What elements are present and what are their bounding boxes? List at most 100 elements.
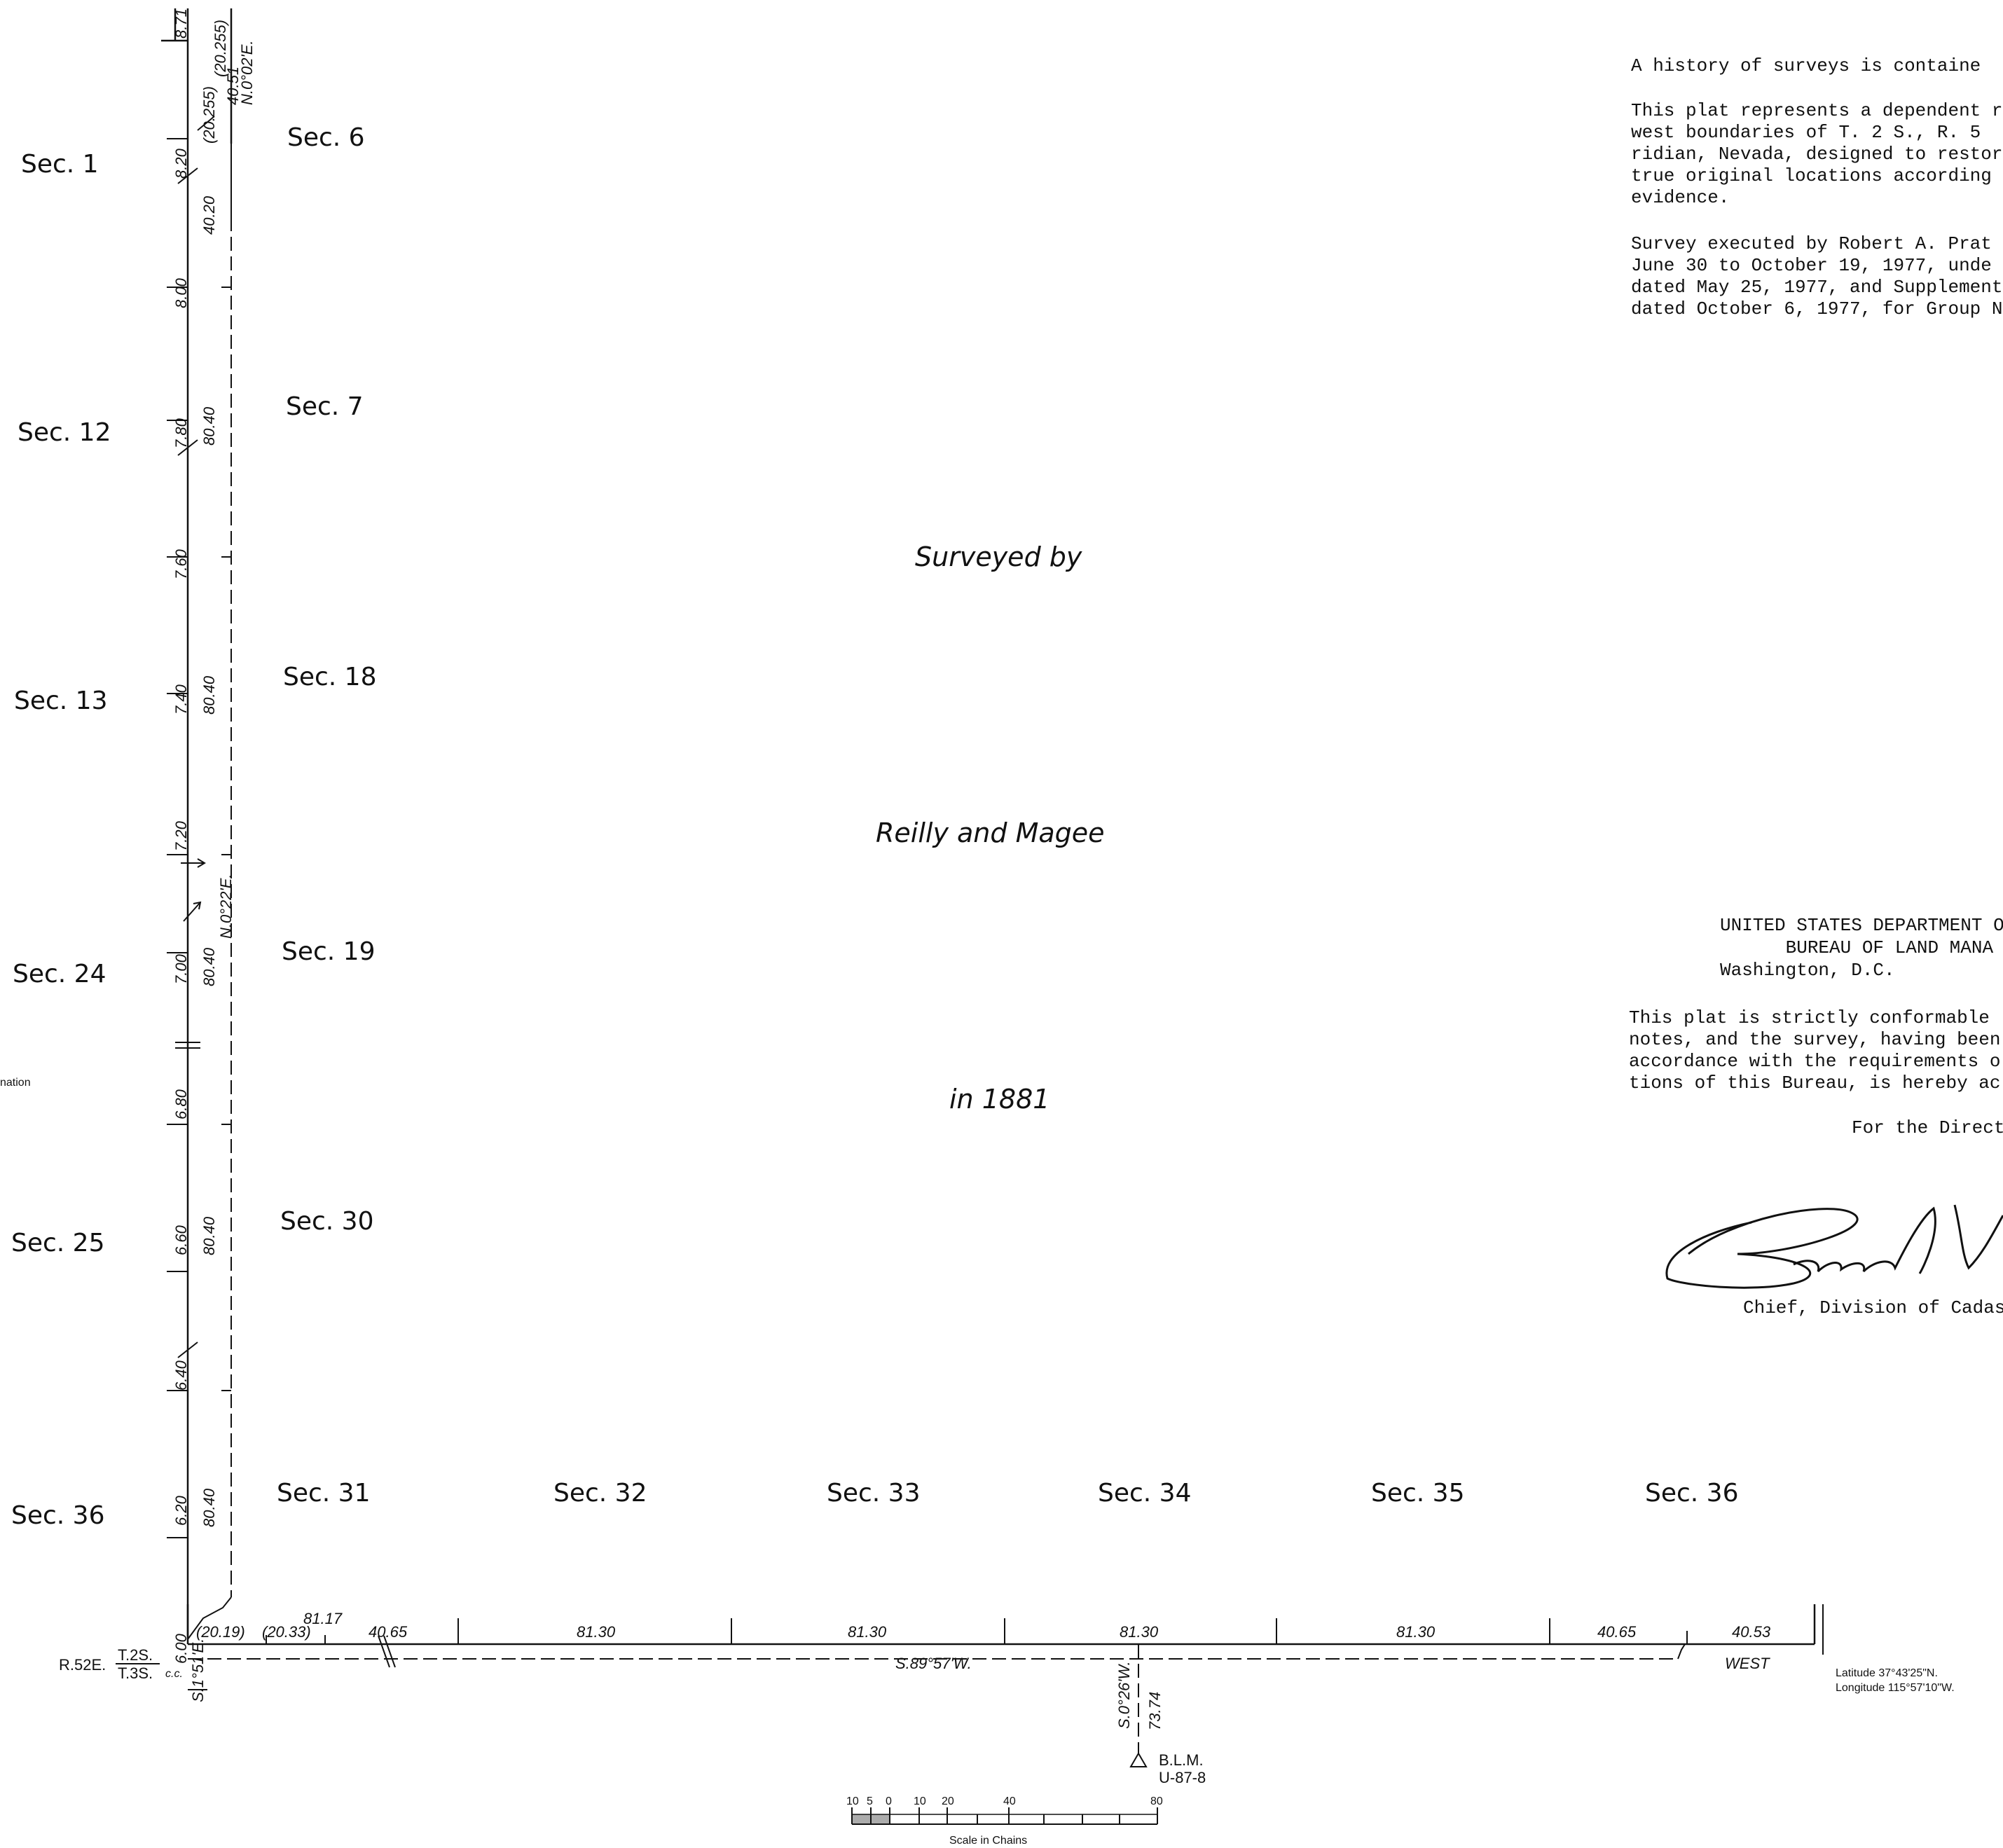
west-boundary-offsets: 8.71 8.20 8.00 7.80 7.60 7.40 7.20 7.00 … — [172, 8, 190, 1664]
resurvey-line: west boundaries of T. 2 S., R. 5 — [1631, 122, 1981, 143]
section-label: Sec. 1 — [21, 150, 99, 179]
survey-year: in 1881 — [949, 1084, 1049, 1115]
executed-line: Survey executed by Robert A. Prat — [1631, 233, 1992, 254]
west-boundary-lengths: 40.20 80.40 80.40 80.40 80.40 80.40 — [200, 195, 218, 1527]
section-label: Sec. 6 — [287, 123, 365, 152]
department-line: UNITED STATES DEPARTMENT O — [1720, 915, 2003, 936]
south-value: 81.17 — [303, 1610, 343, 1627]
southwest-jog — [187, 1597, 232, 1640]
boundary-ticks — [167, 138, 1824, 1655]
resurvey-line: evidence. — [1631, 187, 1730, 208]
department-line: BUREAU OF LAND MANA — [1720, 937, 1994, 958]
section-label: Sec. 7 — [286, 392, 364, 421]
monument-label: B.L.M. U-87-8 — [1159, 1751, 1206, 1786]
offset-label: 7.80 — [172, 418, 190, 448]
south-value: 40.65 — [369, 1623, 408, 1641]
section-label: Sec. 30 — [280, 1207, 374, 1236]
top-label: N.0°02'E. — [238, 41, 256, 106]
closing-bearing: S.1°51'E. — [189, 1639, 207, 1702]
south-boundary-labels: (20.19) (20.33) 81.17 40.65 81.30 81.30 … — [196, 1610, 1771, 1730]
nation-fragment: nation — [0, 1077, 31, 1089]
executed-line: dated May 25, 1977, and Supplementa — [1631, 277, 2003, 298]
scale-tick-label: 80 — [1150, 1795, 1163, 1807]
section-label: Sec. 24 — [13, 960, 106, 988]
length-label: 80.40 — [200, 1216, 218, 1255]
signature-icon — [1665, 1204, 2003, 1289]
southeast-jog — [1677, 1643, 1686, 1660]
offset-label: 7.00 — [172, 953, 190, 984]
offset-label: 8.00 — [172, 277, 190, 308]
scale-tick-label: 5 — [867, 1795, 873, 1807]
coordinates: Latitude 37°43'25"N. Longitude 115°57'10… — [1836, 1667, 1955, 1694]
township-labels: R.52E. T.2S. T.3S. c.c. — [59, 1646, 183, 1682]
length-label: 80.40 — [200, 1488, 218, 1527]
resurvey-line: ridian, Nevada, designed to restor — [1631, 144, 2003, 165]
west-label: WEST — [1725, 1655, 1770, 1672]
mark — [383, 1635, 396, 1668]
chief-title: Chief, Division of Cadas — [1743, 1297, 2003, 1318]
offset-label: 7.40 — [172, 684, 190, 715]
mark — [177, 1342, 198, 1358]
scale-tick-label: 20 — [942, 1795, 954, 1807]
top-label: (20.255) — [200, 86, 218, 144]
south-value: (20.33) — [262, 1623, 311, 1641]
executed-line: dated October 6, 1977, for Group N — [1631, 298, 2003, 319]
conformable-line: accordance with the requirements o — [1629, 1051, 2001, 1072]
township-upper: T.2S. — [118, 1646, 153, 1664]
offset-label: 7.60 — [172, 549, 190, 579]
south-value: (20.19) — [196, 1623, 245, 1641]
length-label: 80.40 — [200, 947, 218, 986]
length-label: 80.40 — [200, 406, 218, 446]
arrow — [197, 116, 215, 131]
arrowhead — [197, 858, 206, 868]
section-label: Sec. 31 — [277, 1479, 371, 1508]
top-label: (20.255) — [212, 20, 229, 77]
offset-label: 8.20 — [172, 148, 190, 179]
monument-line: B.L.M. — [1159, 1751, 1204, 1769]
offset-label: 6.80 — [172, 1089, 190, 1119]
section-label: Sec. 36 — [11, 1501, 105, 1530]
south-value: 81.30 — [1120, 1623, 1159, 1641]
top-label: 40.51 — [224, 67, 242, 105]
section-label: Sec. 13 — [14, 687, 108, 715]
section-label: Sec. 36 — [1645, 1479, 1739, 1508]
scale-ticks — [851, 1807, 1158, 1824]
scale-tick-label: 10 — [914, 1795, 926, 1807]
department-line: Washington, D.C. — [1720, 960, 1895, 981]
conformable-line: tions of this Bureau, is hereby ac — [1629, 1073, 2001, 1094]
section-label: Sec. 35 — [1371, 1479, 1465, 1508]
for-director: For the Direct — [1852, 1117, 2003, 1138]
mark — [177, 439, 198, 456]
section-labels: Sec. 1 Sec. 12 Sec. 13 Sec. 24 Sec. 25 S… — [11, 123, 1739, 1530]
offset-label: 6.40 — [172, 1360, 190, 1391]
range-label: R.52E. — [59, 1656, 106, 1674]
length-label: 80.40 — [200, 675, 218, 715]
offset-label: 8.71 — [172, 8, 190, 39]
tie-length: 73.74 — [1146, 1692, 1164, 1730]
surveyed-by: Surveyed by — [915, 542, 1082, 572]
section-label: Sec. 12 — [18, 418, 111, 447]
dashed-retracement-lines — [188, 217, 1678, 1755]
section-label: Sec. 19 — [282, 937, 376, 966]
scale-tick-label: 10 — [846, 1795, 859, 1807]
mark — [177, 167, 198, 184]
west-bearing: N.0°22'E. — [217, 874, 235, 939]
conformable-line: This plat is strictly conformable — [1629, 1007, 1990, 1028]
conformable-line: notes, and the survey, having been — [1629, 1029, 2001, 1050]
offset-label: 6.00 — [172, 1633, 190, 1664]
arrowhead — [193, 901, 202, 910]
section-label: Sec. 32 — [553, 1479, 647, 1508]
mark — [378, 1635, 390, 1668]
arrows — [181, 116, 215, 922]
offset-label: 6.20 — [172, 1495, 190, 1526]
tie-bearing: S.0°26'W. — [1115, 1661, 1133, 1729]
monument-line: U-87-8 — [1159, 1769, 1206, 1786]
resurvey-line: This plat represents a dependent re — [1631, 100, 2003, 121]
offset-label: 7.20 — [172, 820, 190, 851]
resurvey-line: true original locations according — [1631, 165, 1992, 186]
section-label: Sec. 34 — [1098, 1479, 1192, 1508]
surveyors: Reilly and Magee — [876, 818, 1105, 848]
latitude: Latitude 37°43'25"N. — [1836, 1667, 1938, 1679]
length-label: 40.20 — [200, 195, 218, 235]
